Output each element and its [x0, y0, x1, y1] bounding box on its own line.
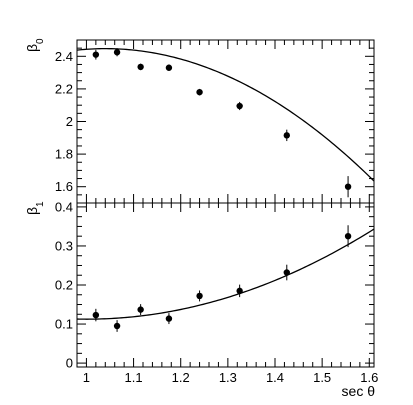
x-tick-label: 1.3 [219, 370, 237, 385]
bottom-y-tick-label: 0 [66, 356, 73, 371]
top-plot-frame [76, 39, 375, 204]
top-y-tick-label: 1.6 [55, 179, 73, 194]
top-fit-curve [76, 47, 375, 182]
bottom-fit-curve-group [76, 228, 375, 320]
bottom-data-point [165, 315, 173, 322]
bottom-fit-curve [76, 228, 375, 320]
bottom-data-point [113, 322, 121, 330]
bottom-data-point [92, 311, 100, 319]
top-data-point [283, 132, 290, 139]
bottom-y-tick-label: 0.1 [55, 317, 73, 332]
bottom-y-tick-label: 0.4 [55, 199, 73, 214]
bottom-y-ticks: 0 0.1 0.2 0.3 0.4 [55, 199, 374, 371]
bottom-data-points [92, 225, 352, 332]
top-data-point [137, 63, 144, 71]
bottom-y-label-subscript: 1 [35, 201, 46, 207]
top-y-axis-label: β0 [24, 38, 46, 52]
top-data-point [92, 51, 100, 58]
top-y-label-symbol: β [24, 44, 40, 52]
top-y-tick-label: 2.4 [55, 49, 73, 64]
top-data-point [113, 49, 121, 56]
x-tick-label: 1.6 [360, 370, 378, 385]
bottom-data-point [236, 287, 243, 295]
bottom-data-point [196, 292, 203, 300]
bottom-y-tick-label: 0.2 [55, 278, 73, 293]
x-axis-label: sec θ [342, 383, 376, 399]
x-tick-label: 1.5 [313, 370, 331, 385]
top-data-point [344, 183, 352, 190]
top-y-tick-label: 1.8 [55, 147, 73, 162]
top-y-tick-label: 2 [66, 114, 73, 129]
top-data-point [196, 88, 203, 96]
top-y-ticks: 1.6 1.8 2 2.2 2.4 [55, 39, 374, 203]
bottom-data-point [344, 232, 352, 240]
bottom-data-point [137, 306, 144, 313]
x-tick-label: 1.1 [125, 370, 143, 385]
bottom-panel: 00.10.20.30.4 1 1.1 1.2 1.3 1.4 1.5 1.6 β1 sec… [24, 199, 378, 399]
x-tick-label: 1.4 [266, 370, 284, 385]
bottom-data-point [283, 269, 290, 276]
top-y-tick-label: 2.2 [55, 81, 73, 96]
bottom-plot-frame [76, 202, 375, 368]
top-data-points [92, 48, 352, 198]
top-y-label-subscript: 0 [35, 38, 46, 44]
bottom-y-axis-label: β1 [24, 201, 46, 215]
bottom-y-label-symbol: β [24, 207, 40, 215]
top-fit-curve-group [76, 47, 375, 182]
x-tick-label: 1.2 [172, 370, 190, 385]
top-data-point [236, 102, 243, 110]
x-tick-label: 1 [83, 370, 90, 385]
top-data-point [165, 64, 173, 71]
bottom-y-tick-label: 0.3 [55, 238, 73, 253]
top-panel: 1.6 1.8 2 2.2 2.4 β0 [24, 38, 375, 204]
x-ticks: 1 1.1 1.2 1.3 1.4 1.5 1.6 [76, 203, 378, 385]
